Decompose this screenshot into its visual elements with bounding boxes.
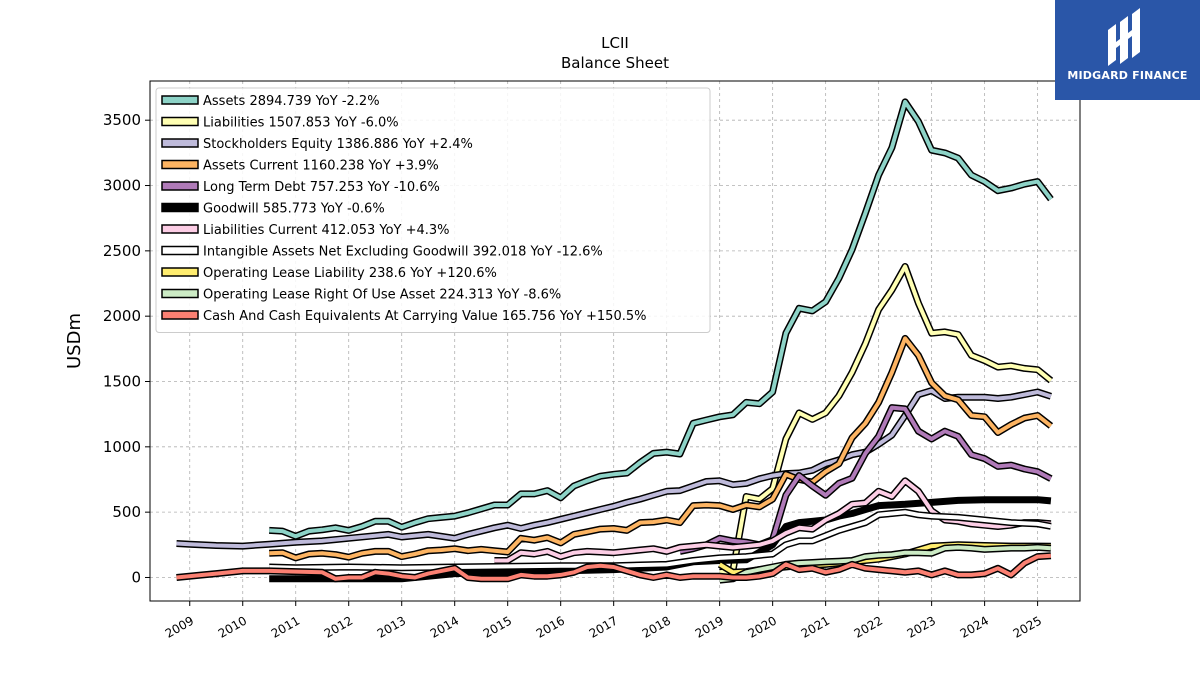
legend-swatch (161, 288, 199, 299)
x-tick-label: 2021 (799, 613, 832, 640)
x-tick-label: 2016 (534, 613, 567, 640)
series-9 (719, 543, 1052, 584)
y-tick-label: 0 (131, 568, 141, 586)
x-tick-label: 2024 (958, 613, 991, 640)
y-tick-label: 3000 (103, 177, 141, 195)
x-tick-label: 2025 (1011, 613, 1044, 640)
x-tick-label: 2017 (587, 613, 620, 640)
legend-entry-label: Stockholders Equity 1386.886 YoY +2.4% (203, 137, 473, 152)
legend-swatch (161, 267, 199, 277)
series-line (269, 496, 1052, 583)
series-line (176, 553, 1052, 581)
legend: Assets 2894.739 YoY -2.2% Liabilities 150… (155, 87, 711, 333)
x-tick-label: 2022 (852, 613, 885, 640)
y-axis-label: USDm (64, 313, 85, 369)
logo-text: MIDGARD FINANCE (1067, 69, 1188, 82)
x-tick-label: 2011 (269, 613, 302, 640)
legend-entry-label: Long Term Debt 757.253 YoY -10.6% (203, 180, 440, 195)
y-tick-label: 2000 (103, 307, 141, 325)
legend-entry-label: Assets Current 1160.238 YoY +3.9% (203, 159, 439, 174)
x-tick-label: 2009 (163, 613, 196, 640)
y-tick-label: 3500 (103, 111, 141, 129)
legend-swatch (161, 202, 199, 213)
legend-entry-label: Cash And Cash Equivalents At Carrying Va… (203, 309, 646, 324)
legend-swatch (161, 159, 199, 170)
legend-entry-label: Goodwill 585.773 YoY -0.6% (203, 202, 385, 217)
series-2 (176, 387, 1052, 550)
legend-entry-label: Operating Lease Right Of Use Asset 224.3… (203, 288, 561, 303)
y-tick-label: 2500 (103, 242, 141, 260)
legend-swatch (161, 224, 199, 234)
legend-entry-label: Liabilities 1507.853 YoY -6.0% (203, 116, 399, 131)
legend-entry-label: Liabilities Current 412.053 YoY +4.3% (203, 223, 450, 238)
series-line (719, 264, 1053, 575)
x-tick-label: 2013 (375, 613, 408, 640)
series-7 (269, 508, 1052, 572)
legend-entry-label: Intangible Assets Net Excluding Goodwill… (203, 245, 603, 260)
series-0 (269, 98, 1054, 540)
x-tick-label: 2015 (481, 613, 514, 640)
series-5 (269, 496, 1052, 583)
series-3 (269, 334, 1054, 562)
legend-swatch (161, 181, 199, 191)
legend-swatch (161, 310, 199, 320)
x-tick-label: 2023 (905, 613, 938, 640)
series-line (679, 405, 1052, 554)
chart-title: LCII (601, 34, 629, 52)
series-1 (719, 263, 1054, 576)
plot-frame (149, 80, 1081, 602)
midgard-finance-logo: MIDGARD FINANCE (1055, 0, 1200, 100)
x-axis-ticks: 2009 2010 2011 2012 2013 2014 2015 2016 2017 2018… (163, 601, 1044, 641)
y-tick-label: 1000 (103, 438, 141, 456)
x-tick-label: 2020 (746, 613, 779, 640)
series-line (269, 510, 1052, 570)
legend-swatch (161, 116, 199, 127)
series-line (269, 99, 1053, 539)
legend-box (155, 87, 711, 333)
series-4 (679, 404, 1053, 555)
x-tick-label: 2018 (640, 613, 673, 640)
series-line (176, 388, 1052, 549)
series-line (269, 336, 1053, 560)
y-axis-ticks: 0 500 1000 1500 2000 2500 3000 3500 (103, 111, 150, 586)
series-line (494, 478, 1052, 563)
logo-mark-icon (1108, 8, 1140, 66)
legend-swatch (161, 138, 199, 148)
series-lines (176, 98, 1054, 584)
chart-subtitle: Balance Sheet (561, 54, 669, 72)
legend-entry-label: Operating Lease Liability 238.6 YoY +120… (203, 266, 497, 281)
x-tick-label: 2010 (216, 613, 249, 640)
legend-swatch (161, 245, 199, 256)
series-line (719, 545, 1052, 583)
x-tick-label: 2012 (322, 613, 355, 640)
x-tick-label: 2014 (428, 613, 461, 640)
legend-swatch (161, 95, 199, 105)
y-tick-label: 500 (112, 503, 141, 521)
x-tick-label: 2019 (693, 613, 726, 640)
legend-entry-label: Assets 2894.739 YoY -2.2% (203, 94, 380, 109)
series-6 (494, 477, 1052, 564)
series-10 (176, 552, 1052, 583)
y-tick-label: 1500 (103, 373, 141, 391)
